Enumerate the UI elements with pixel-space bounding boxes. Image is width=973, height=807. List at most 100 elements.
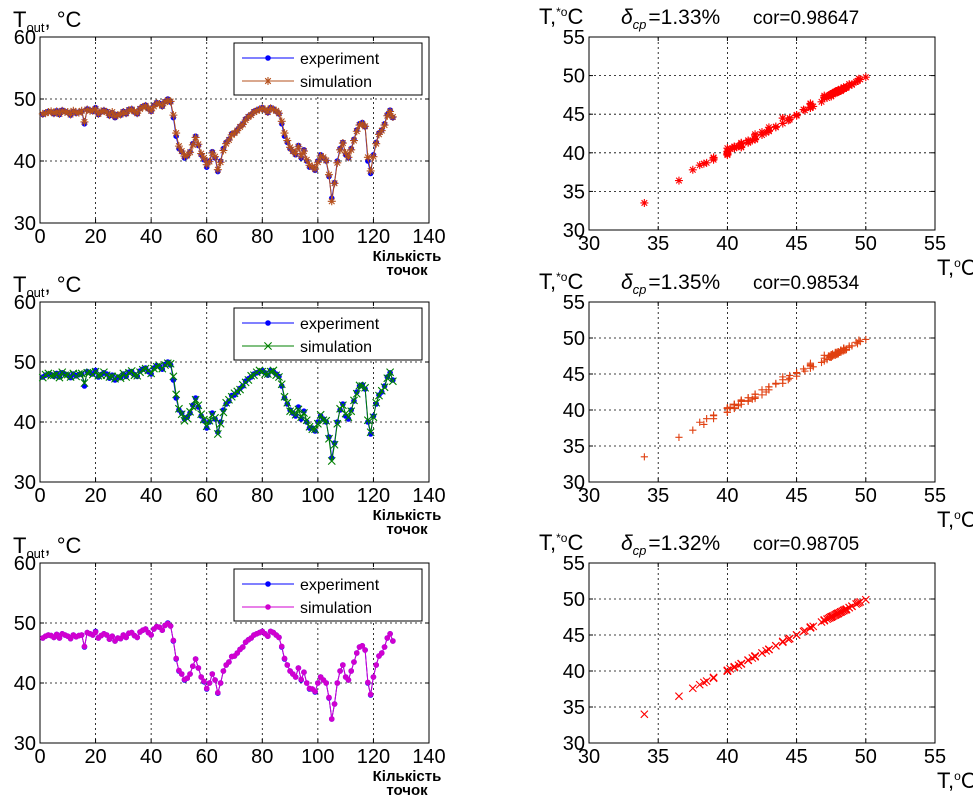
data-point (47, 107, 56, 116)
title-sup: *o (556, 5, 568, 19)
data-point (215, 689, 221, 696)
y-tick-label: 50 (14, 613, 36, 635)
y-tick-label: 35 (563, 697, 585, 719)
data-point (274, 109, 283, 118)
scatter-point (785, 115, 794, 124)
x-axis-label-line1: Кількість (373, 507, 442, 524)
data-point (91, 367, 100, 376)
data-point (299, 147, 308, 156)
data-point (331, 701, 338, 707)
scatter-point (758, 391, 766, 399)
data-point (349, 136, 358, 145)
scatter-point (799, 105, 808, 114)
data-point (209, 671, 216, 677)
x-label-main: T, (937, 255, 954, 280)
data-point (345, 677, 352, 683)
legend-label: experiment (300, 51, 380, 68)
data-point (105, 373, 114, 381)
data-point (373, 662, 380, 668)
legend-box (233, 307, 423, 361)
x-label-sup: o (954, 769, 961, 783)
data-point (381, 644, 388, 650)
scatter-point (700, 420, 708, 428)
y-tick-label: 30 (563, 220, 585, 242)
scatter-point (806, 99, 815, 108)
data-point (362, 647, 368, 653)
data-point (99, 106, 108, 115)
scatter-point (695, 161, 704, 170)
data-point (183, 414, 192, 423)
y-tick-label: 40 (563, 661, 585, 683)
data-point (294, 142, 303, 151)
data-point (252, 106, 261, 115)
scatter-point (854, 74, 863, 83)
series-simulation (38, 359, 397, 465)
x-axis-label: T,oC (937, 255, 973, 280)
axes-frame (39, 36, 430, 224)
data-point (297, 413, 306, 422)
data-point (61, 371, 69, 380)
data-point (111, 112, 120, 121)
data-point (180, 152, 189, 161)
scatter-point (820, 357, 828, 365)
delta-label: δср=1.33% (621, 6, 720, 32)
scatter-point (817, 97, 826, 106)
data-point (103, 632, 110, 638)
x-label-main: T, (937, 768, 954, 793)
data-point (303, 680, 310, 686)
axes-frame (588, 301, 936, 483)
data-point (316, 152, 325, 161)
axes-frame (588, 562, 936, 744)
data-point (188, 403, 197, 411)
y-axis-label: Tout, °C (13, 272, 82, 300)
data-point (208, 148, 217, 157)
data-point (81, 643, 88, 650)
legend-marker (265, 55, 271, 61)
data-point (353, 650, 360, 656)
data-point (336, 145, 345, 154)
data-point (97, 107, 106, 116)
data-point (387, 630, 393, 637)
data-point (49, 371, 58, 380)
scatter-point (771, 641, 780, 650)
scatter-point (842, 83, 851, 92)
scatter-point (862, 335, 870, 344)
x-tick-label: 40 (140, 485, 162, 507)
y-tick-label: 60 (14, 27, 36, 49)
y-tick-label: 30 (563, 733, 585, 755)
data-point (94, 371, 103, 380)
x-tick-label: 80 (251, 746, 273, 768)
title-sup: *o (556, 270, 568, 284)
data-point (374, 391, 383, 400)
data-point (80, 117, 89, 126)
data-point (178, 671, 185, 677)
y-tick-label: 45 (563, 625, 585, 647)
x-tick-label: 140 (412, 485, 445, 507)
x-tick-label: 55 (924, 233, 946, 255)
data-point (192, 656, 199, 662)
legend: experiment simulation (233, 42, 423, 96)
data-point (311, 165, 320, 174)
x-axis-label-line2: точок (386, 521, 428, 538)
data-point (299, 409, 308, 417)
data-point (102, 108, 111, 117)
data-point (338, 401, 347, 410)
data-point (138, 103, 147, 112)
data-point (327, 197, 336, 206)
scatter-point (709, 415, 718, 423)
data-point (83, 105, 92, 114)
scatter-point (723, 151, 732, 160)
scatter-point (836, 607, 845, 616)
data-point (74, 108, 83, 117)
data-point (380, 383, 389, 392)
data-point (361, 383, 370, 392)
x-tick-label: 55 (924, 485, 946, 507)
data-point (313, 419, 322, 428)
series-simulation (39, 620, 396, 722)
scatter-point (778, 119, 787, 128)
data-point (197, 149, 206, 158)
scatter-title: T,*oC (539, 530, 583, 555)
series-simulation (38, 96, 397, 206)
scatter-point (744, 656, 753, 665)
data-point (377, 126, 386, 135)
